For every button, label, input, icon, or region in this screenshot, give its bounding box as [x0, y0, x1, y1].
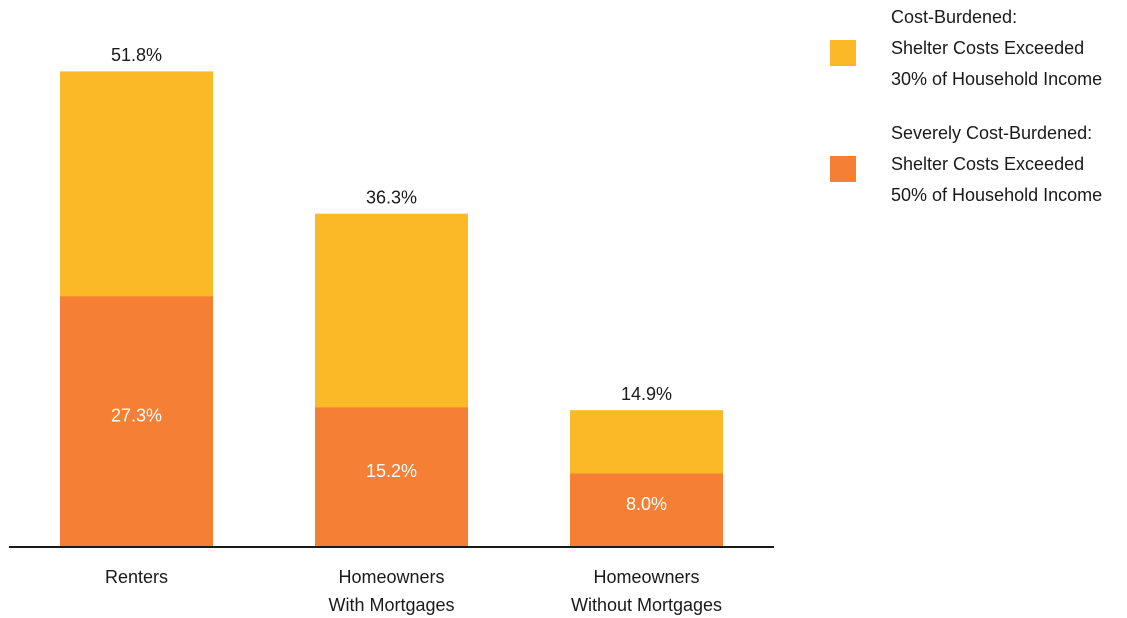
x-tick-label: With Mortgages	[328, 595, 454, 615]
value-label: 8.0%	[626, 494, 667, 514]
legend-label: Shelter Costs Exceeded	[891, 154, 1084, 174]
x-tick-label: Renters	[105, 567, 168, 587]
value-label: 51.8%	[111, 45, 162, 65]
legend-label: Cost-Burdened:	[891, 7, 1017, 27]
value-label: 36.3%	[366, 187, 417, 207]
value-label: 27.3%	[111, 405, 162, 425]
legend-swatch	[830, 40, 856, 66]
bar	[570, 473, 723, 547]
bar	[60, 296, 213, 547]
x-tick-label: Homeowners	[593, 567, 699, 587]
value-label: 15.2%	[366, 461, 417, 481]
legend-label: 30% of Household Income	[891, 69, 1102, 89]
x-tick-label: Homeowners	[338, 567, 444, 587]
x-tick-label: Without Mortgages	[571, 595, 722, 615]
legend-swatch	[830, 156, 856, 182]
bar	[315, 407, 468, 547]
legend-label: 50% of Household Income	[891, 185, 1102, 205]
legend-label: Severely Cost-Burdened:	[891, 123, 1092, 143]
value-label: 14.9%	[621, 384, 672, 404]
legend-label: Shelter Costs Exceeded	[891, 38, 1084, 58]
